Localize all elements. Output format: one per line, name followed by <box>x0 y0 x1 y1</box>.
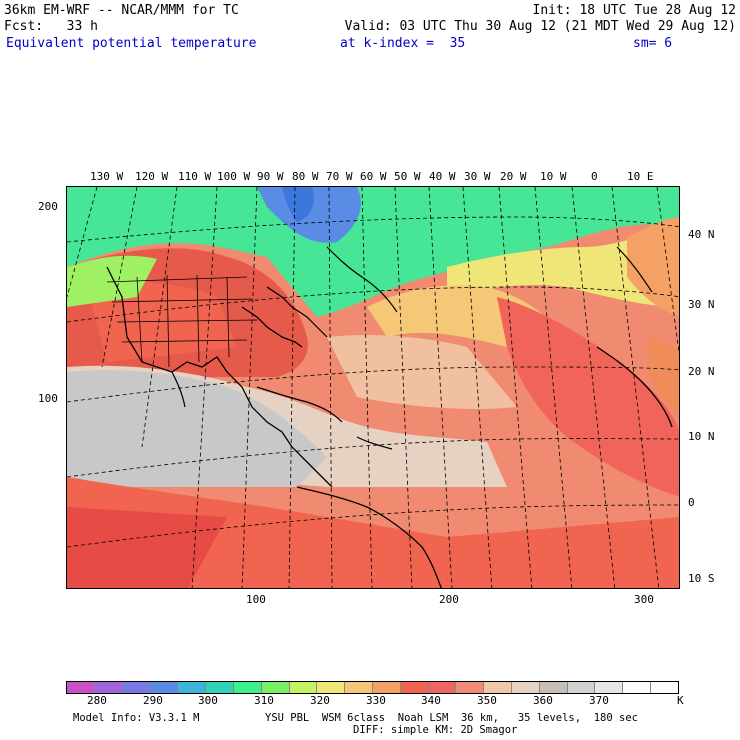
grid-x-label: 200 <box>439 593 459 606</box>
colorbar-tick: 340 <box>421 694 441 707</box>
lon-label: 100 W <box>217 170 251 183</box>
lon-label: 60 W <box>360 170 387 183</box>
colorbar-tick: 320 <box>310 694 330 707</box>
colorbar-tick: 360 <box>533 694 553 707</box>
lat-label: 0 <box>688 496 695 509</box>
lat-label: 20 N <box>688 365 715 378</box>
field-name: Equivalent potential temperature <box>6 36 257 51</box>
colorbar-swatch <box>261 682 290 693</box>
colorbar-swatch <box>595 682 624 693</box>
grid-y-label: 200 <box>38 200 58 213</box>
colorbar-tick: 350 <box>477 694 497 707</box>
colorbar-swatch <box>122 682 151 693</box>
theta-e-map <box>66 186 680 589</box>
lat-label: 40 N <box>688 228 715 241</box>
grid-x-label: 300 <box>634 593 654 606</box>
colorbar-swatch <box>233 682 262 693</box>
colorbar-swatch <box>372 682 401 693</box>
lon-label: 10 E <box>627 170 654 183</box>
colorbar-swatch <box>484 682 512 693</box>
lon-label: 70 W <box>326 170 353 183</box>
colorbar-tick: 280 <box>87 694 107 707</box>
k-index: at k-index = 35 <box>340 36 466 51</box>
lon-label: 20 W <box>500 170 527 183</box>
lon-label: 120 W <box>135 170 169 183</box>
colorbar-swatch <box>428 682 457 693</box>
colorbar <box>66 681 679 694</box>
colorbar-unit: K <box>677 694 684 707</box>
lon-label: 130 W <box>90 170 124 183</box>
physics-info: YSU PBL WSM 6class Noah LSM 36 km, 35 le… <box>265 712 638 724</box>
colorbar-tick: 290 <box>143 694 163 707</box>
lon-label: 110 W <box>178 170 212 183</box>
colorbar-swatch <box>400 682 429 693</box>
diffusion-info: DIFF: simple KM: 2D Smagor <box>353 724 518 736</box>
lat-label: 10 N <box>688 430 715 443</box>
lon-label: 90 W <box>257 170 284 183</box>
colorbar-swatch <box>94 682 123 693</box>
model-info: Model Info: V3.3.1 M <box>73 712 200 724</box>
colorbar-swatch <box>150 682 179 693</box>
colorbar-swatch <box>623 682 652 693</box>
model-title: 36km EM-WRF -- NCAR/MMM for TC <box>4 3 239 18</box>
colorbar-swatch <box>539 682 568 693</box>
lon-label: 80 W <box>292 170 319 183</box>
lon-label: 0 <box>591 170 598 183</box>
colorbar-swatch <box>317 682 346 693</box>
colorbar-swatch <box>512 682 540 693</box>
colorbar-swatch <box>178 682 207 693</box>
lat-label: 10 S <box>688 572 715 585</box>
colorbar-tick: 330 <box>366 694 386 707</box>
grid-y-label: 100 <box>38 392 58 405</box>
colorbar-swatch <box>289 682 318 693</box>
colorbar-swatch <box>567 682 596 693</box>
valid-time: Valid: 03 UTC Thu 30 Aug 12 (21 MDT Wed … <box>344 19 736 34</box>
grid-x-label: 100 <box>246 593 266 606</box>
lon-label: 40 W <box>429 170 456 183</box>
smoothing: sm= 6 <box>633 36 673 51</box>
init-time: Init: 18 UTC Tue 28 Aug 12 <box>532 3 737 18</box>
colorbar-tick: 370 <box>589 694 609 707</box>
colorbar-tick: 310 <box>254 694 274 707</box>
lon-label: 50 W <box>394 170 421 183</box>
lon-label: 30 W <box>464 170 491 183</box>
colorbar-swatch <box>651 682 678 693</box>
colorbar-swatch <box>456 682 485 693</box>
lat-label: 30 N <box>688 298 715 311</box>
colorbar-swatch <box>67 682 95 693</box>
forecast-hour: Fcst: 33 h <box>4 19 98 34</box>
colorbar-tick: 300 <box>198 694 218 707</box>
colorbar-swatch <box>345 682 373 693</box>
colorbar-swatch <box>206 682 234 693</box>
lon-label: 10 W <box>540 170 567 183</box>
